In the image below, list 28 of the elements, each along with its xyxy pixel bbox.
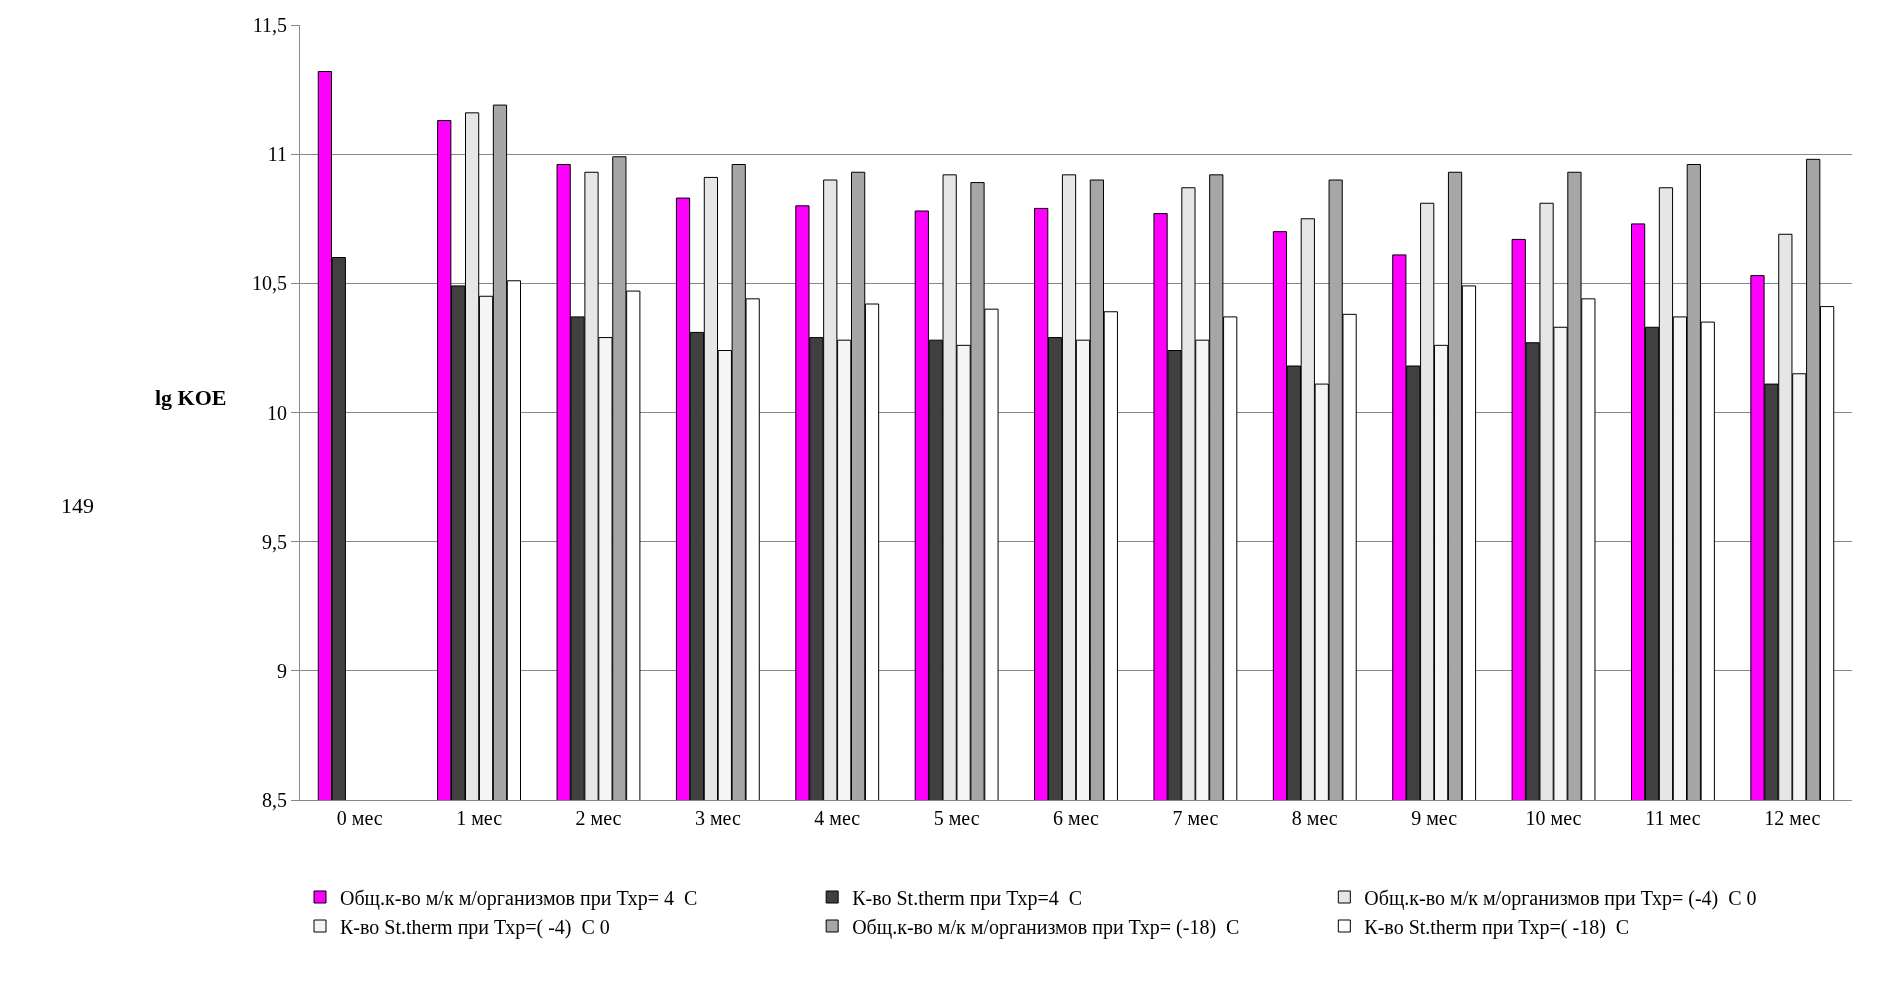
x-tick-label: 3 мес — [694, 807, 741, 829]
text: 149 — [61, 493, 94, 518]
y-tick-label: 8,5 — [262, 789, 287, 811]
x-tick-label: 6 мес — [1053, 807, 1100, 829]
x-tick-label: 12 мес — [1764, 807, 1821, 829]
y-tick-label: 11 — [267, 143, 287, 166]
legend-label: Общ.к-во м/к м/организмов при Тхр= 4 С — [340, 886, 698, 910]
legend-label: К-во St.therm при Тхр=( -18) С — [1364, 915, 1630, 939]
x-tick-label: 5 мес — [933, 807, 980, 829]
x-tick-label: 10 мес — [1525, 807, 1582, 829]
x-tick-label: 8 мес — [1291, 807, 1338, 829]
legend-label: Общ.к-во м/к м/организмов при Тхр= (-18) С — [852, 915, 1240, 939]
x-tick-label: 1 мес — [456, 807, 503, 829]
x-tick-label: 2 мес — [575, 807, 622, 829]
legend-label: К-во St.therm при Тхр=4 С — [852, 886, 1083, 910]
y-tick-label: 9 — [277, 659, 287, 682]
legend-label: Общ.к-во м/к м/организмов при Тхр= (-4) С 0 — [1364, 886, 1757, 910]
x-tick-label: 7 мес — [1172, 807, 1219, 829]
x-tick-label: 9 мес — [1411, 807, 1458, 829]
x-tick-label: 0 мес — [336, 807, 383, 829]
x-tick-label: 4 мес — [814, 807, 861, 829]
y-tick-label: 10,5 — [252, 272, 287, 295]
y-tick-label: 10 — [267, 401, 287, 424]
y-tick-label: 11,5 — [252, 14, 287, 36]
y-axis-title: lg KOE — [155, 385, 227, 410]
legend-label: К-во St.therm при Тхр=( -4) С 0 — [340, 915, 610, 939]
x-tick-label: 11 мес — [1645, 807, 1701, 829]
y-tick-label: 9,5 — [262, 530, 287, 553]
